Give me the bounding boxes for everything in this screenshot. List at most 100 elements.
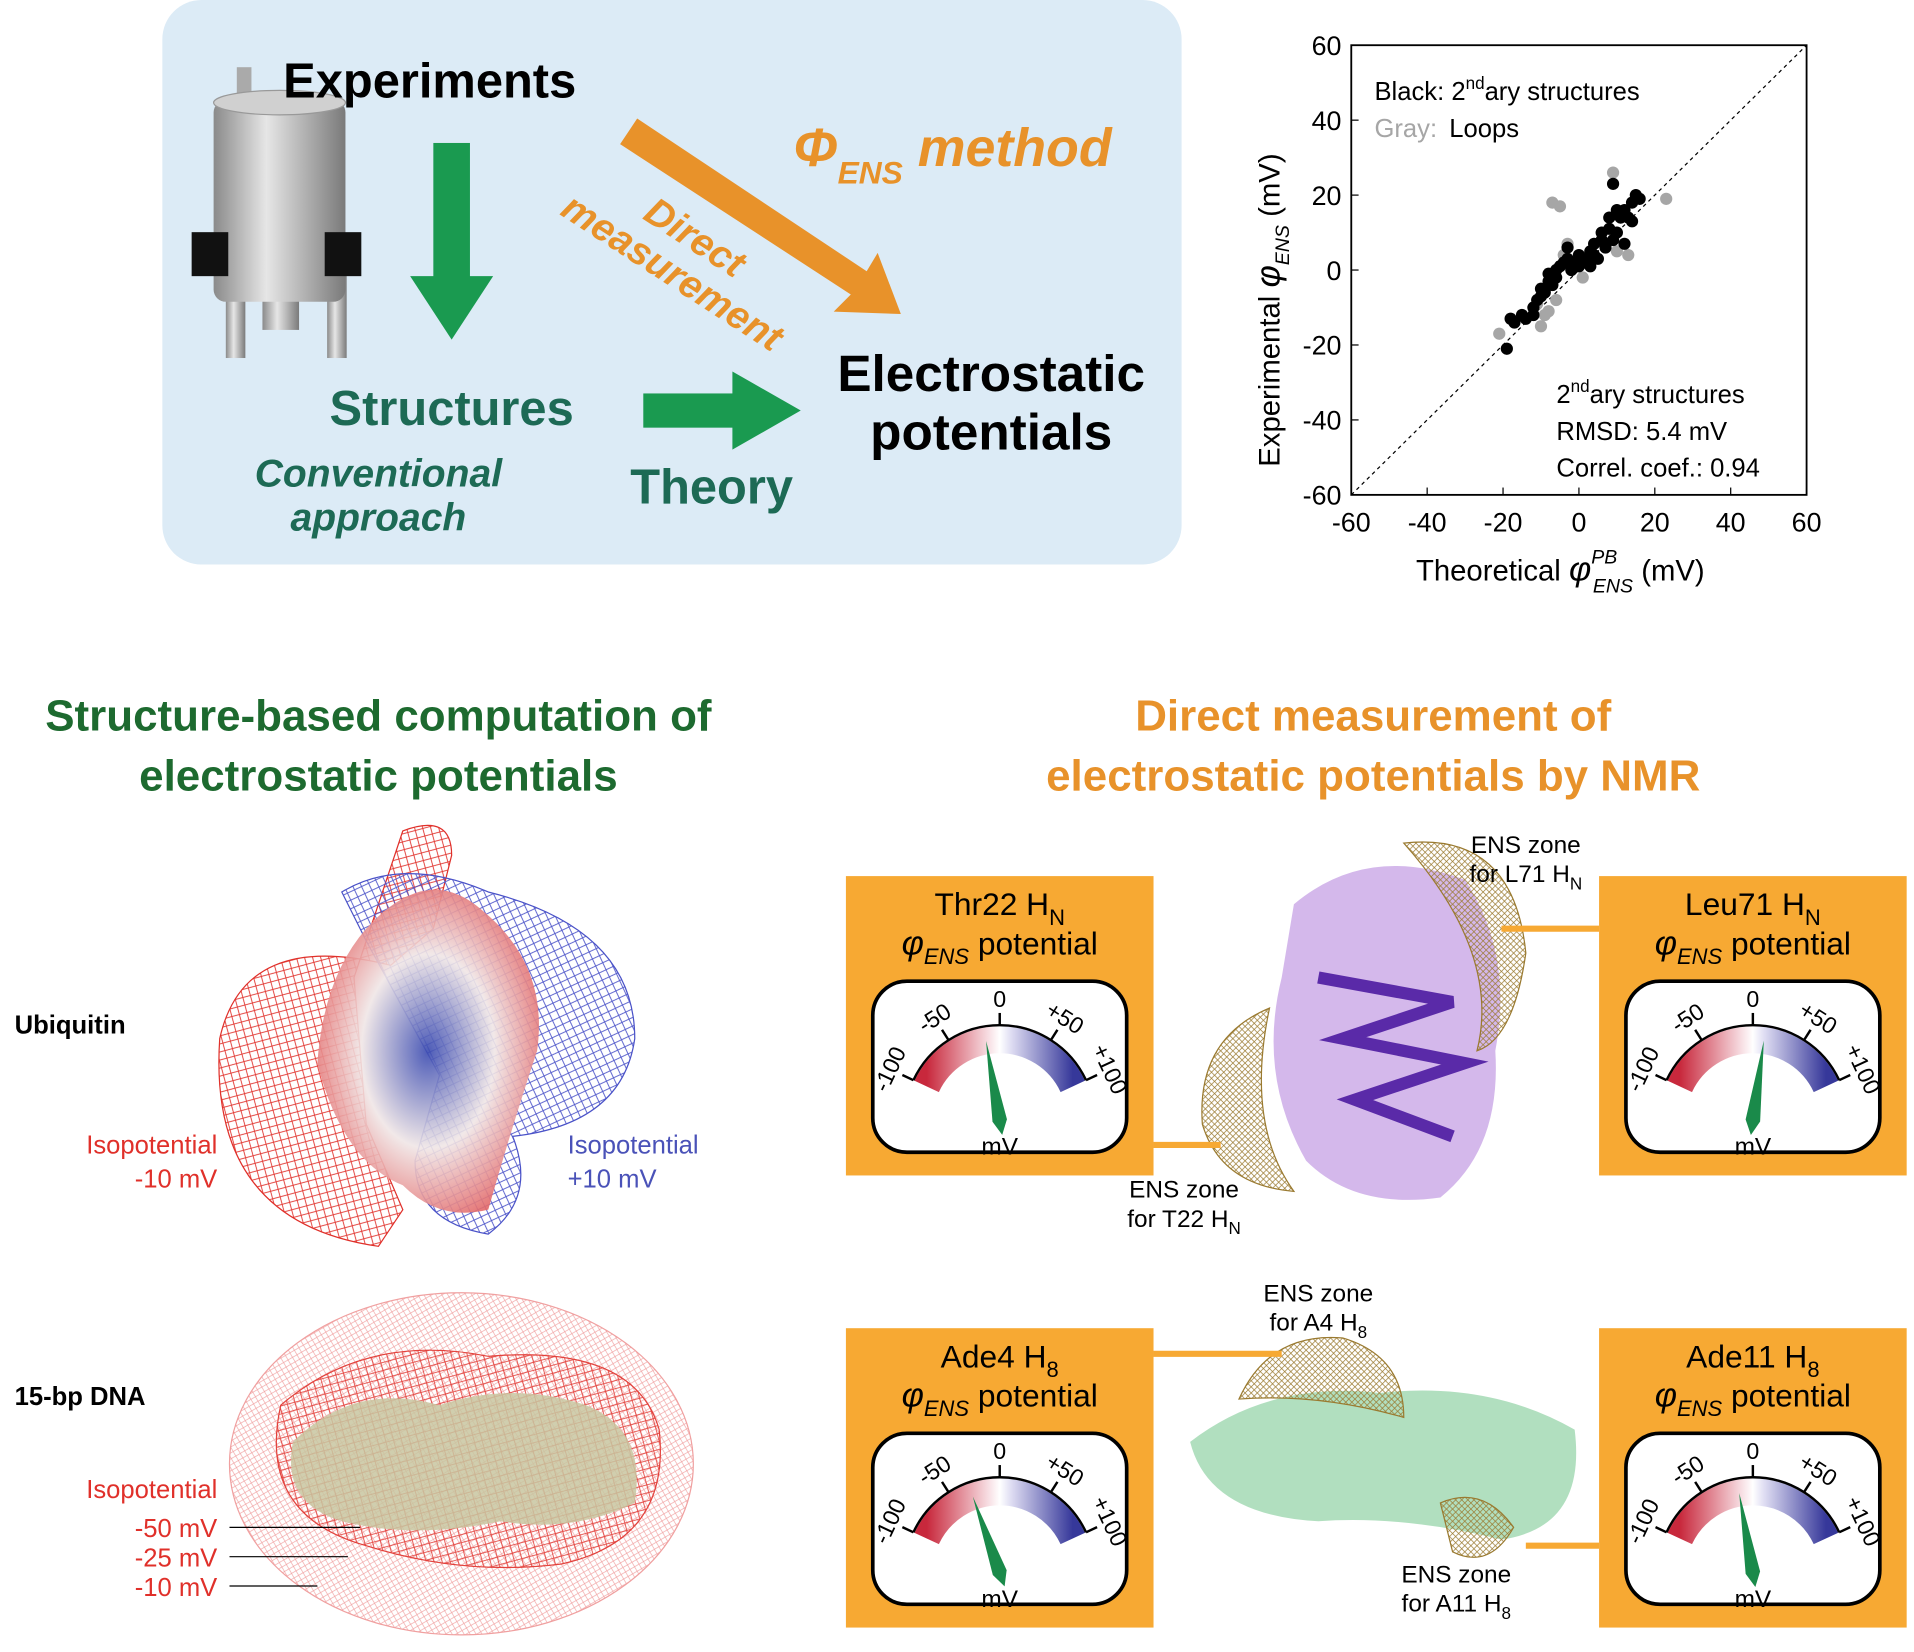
- panel-title-part: Ade11 H: [1686, 1338, 1807, 1374]
- annotation-part: Gray:: [1374, 115, 1437, 143]
- gauge-tick: [1803, 1029, 1812, 1041]
- panel-subtitle-part: potential: [1722, 1377, 1851, 1413]
- y-axis-label-part: ENS: [1272, 225, 1294, 265]
- x-tick-label: 0: [1571, 508, 1586, 538]
- panel-subtitle-part: potential: [1722, 925, 1851, 961]
- x-axis-label-part: (mV): [1633, 554, 1705, 587]
- level-label: -25 mV: [135, 1544, 218, 1572]
- gauge-tick: [1694, 1481, 1703, 1493]
- annotation: Black: 2ndary structures: [1374, 74, 1639, 106]
- data-point: [1527, 308, 1540, 322]
- y-tick-label: 20: [1312, 181, 1342, 211]
- gauge-band: [1667, 1026, 1839, 1093]
- gauge-needle: [986, 1040, 1007, 1135]
- zone-label: ENS zone: [1129, 1176, 1239, 1203]
- annotation: 2ndary structures: [1556, 377, 1744, 409]
- panel-title: Leu71 HN: [1685, 886, 1821, 930]
- ubiquitin-surface: [317, 889, 539, 1213]
- ens-zone: [1201, 1007, 1296, 1193]
- zone-label: for L71 HN: [1469, 861, 1582, 893]
- data-point: [1610, 226, 1623, 239]
- panel-subtitle-part: φ: [902, 1376, 924, 1414]
- x-axis-label: Theoretical φPB ENS (mV): [1416, 546, 1705, 597]
- panel-title-part: N: [1049, 905, 1065, 930]
- gauge-tick-label: 0: [1746, 1438, 1759, 1464]
- ens-zone: [1402, 841, 1527, 1052]
- annotation: RMSD: 5.4 mV: [1556, 418, 1727, 446]
- isopotential-label: Isopotential: [86, 1131, 217, 1159]
- gauge-tick: [1838, 1073, 1851, 1082]
- annotation-part: 2: [1556, 381, 1570, 409]
- annotation-part: ary structures: [1485, 78, 1640, 106]
- ens-zone: [1237, 1336, 1405, 1419]
- panel-subtitle: φENS potential: [1655, 1376, 1851, 1421]
- panel-subtitle-part: φ: [1655, 924, 1677, 962]
- data-point: [1588, 237, 1601, 250]
- zone-label-part: for A11 H: [1402, 1591, 1502, 1618]
- panel-title-part: 8: [1807, 1357, 1819, 1382]
- gauge-tick: [1655, 1073, 1668, 1082]
- gauge-band: [1667, 1478, 1839, 1545]
- zone-label-part: N: [1570, 875, 1582, 894]
- isopotential-label: Isopotential: [86, 1476, 217, 1504]
- arrows: [410, 142, 801, 450]
- data-point: [1633, 192, 1646, 205]
- potentials-label: Electrostatic: [837, 345, 1145, 402]
- zone-label-part: 8: [1358, 1323, 1367, 1342]
- gauge-tick: [901, 1526, 914, 1534]
- y-axis-label-part: (mV): [1253, 153, 1286, 225]
- panel-subtitle-part: ENS: [924, 944, 969, 969]
- dna-label: 15-bp DNA: [15, 1383, 146, 1411]
- data-point: [1500, 342, 1513, 355]
- panel-subtitle: φENS potential: [902, 924, 1098, 969]
- panel-subtitle-part: potential: [969, 925, 1098, 961]
- panel-title-part: Thr22 H: [934, 886, 1049, 922]
- gauge-tick-label: 0: [993, 1438, 1006, 1464]
- isopotential-label: Isopotential: [568, 1131, 699, 1159]
- zone-label: for A11 H8: [1402, 1591, 1511, 1623]
- y-tick-label: -40: [1303, 406, 1342, 436]
- x-axis-label-part: Theoretical: [1416, 554, 1569, 587]
- dna-surface-green: [1190, 1390, 1577, 1540]
- experiments-label: Experiments: [283, 55, 576, 109]
- data-point: [1606, 177, 1620, 190]
- gauge-tick: [1085, 1526, 1098, 1534]
- annotation-part: nd: [1466, 74, 1485, 93]
- annotation-part: nd: [1571, 377, 1590, 396]
- level-label: -50 mV: [135, 1515, 218, 1543]
- y-tick-label: -20: [1303, 331, 1342, 361]
- data-point: [1584, 260, 1597, 273]
- annotation: Correl. coef.: 0.94: [1556, 455, 1760, 483]
- annotation-part: Black: 2: [1374, 78, 1465, 106]
- gauge-tick: [1049, 1481, 1059, 1493]
- method-label-part: Φ: [793, 118, 837, 178]
- x-tick-label: -60: [1332, 508, 1371, 538]
- data-point: [1493, 327, 1506, 340]
- y-axis-label-part: Experimental: [1253, 288, 1286, 467]
- panel-title-part: Leu71 H: [1685, 886, 1805, 922]
- x-tick-label: 20: [1640, 508, 1670, 538]
- panel-title: Ade4 H8: [941, 1338, 1059, 1382]
- data-point: [1508, 316, 1521, 329]
- gauge-tick-label: 0: [1746, 986, 1759, 1012]
- data-point: [1618, 237, 1631, 250]
- y-tick-label: 40: [1312, 106, 1342, 136]
- zone-label-part: for L71 H: [1469, 861, 1569, 888]
- gauge-unit: mV: [1735, 1586, 1772, 1613]
- ubiquitin-label: Ubiquitin: [15, 1012, 126, 1040]
- section-title: electrostatic potentials: [139, 752, 618, 801]
- data-point: [1576, 271, 1589, 284]
- data-point: [1561, 241, 1574, 254]
- gauge-tick: [1838, 1526, 1851, 1534]
- zone-label: ENS zone: [1401, 1561, 1511, 1588]
- zone-label-part: for T22 H: [1127, 1206, 1228, 1233]
- gauge-tick: [1655, 1526, 1668, 1534]
- gauge-needle: [972, 1496, 1007, 1587]
- gauge-tick: [940, 1029, 950, 1041]
- panel-subtitle-part: potential: [969, 1377, 1098, 1413]
- conventional-label: Conventional: [255, 452, 504, 495]
- panel-title-part: 8: [1047, 1357, 1059, 1382]
- zone-label: for T22 HN: [1127, 1206, 1241, 1238]
- annotation: Gray: Loops: [1374, 115, 1519, 143]
